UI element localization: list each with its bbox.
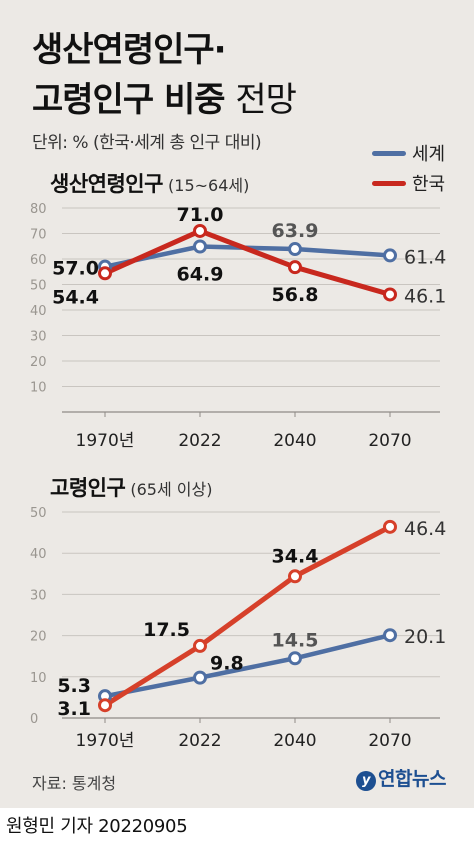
y-tick-label: 70 (30, 228, 47, 243)
series-line-world (102, 632, 393, 699)
legend-label-korea: 한국 (412, 174, 446, 195)
y-tick-label: 10 (30, 671, 47, 686)
data-label-korea: 46.1 (404, 285, 446, 307)
y-tick-label: 30 (30, 330, 47, 345)
data-point-world (193, 670, 207, 685)
data-point-world (383, 248, 397, 263)
data-label-world: 9.8 (210, 653, 244, 675)
data-point-korea (383, 287, 397, 302)
logo-text: 연합뉴스 (378, 768, 446, 790)
legend-label-world: 세계 (412, 144, 446, 165)
data-label-world: 63.9 (272, 220, 319, 242)
infographic-card: 생산연령인구· 고령인구 비중 전망 단위: % (한국·세계 총 인구 대비)… (0, 0, 474, 808)
x-tick-label: 2022 (178, 431, 221, 451)
series-line-korea (102, 228, 393, 297)
data-label-korea: 54.4 (52, 286, 99, 308)
data-point-korea (288, 569, 302, 584)
chart1-title: 생산연령인구 (15~64세) (50, 168, 249, 198)
x-tick-label: 2040 (273, 431, 316, 451)
data-point-korea (98, 698, 112, 713)
data-point-korea (98, 266, 112, 281)
chart-working-age: 10 20 30 40 50 60 70 80 1970년 2022 2040 2070 57.0 64.… (30, 202, 446, 451)
legend-swatch-korea (372, 181, 406, 186)
data-point-korea (288, 260, 302, 275)
data-label-world: 57.0 (52, 258, 99, 280)
x-tick-label: 2070 (368, 731, 411, 751)
data-label-korea: 56.8 (272, 284, 319, 306)
legend-swatch-world (372, 151, 406, 156)
data-label-world: 64.9 (177, 264, 224, 286)
x-tick-label: 2040 (273, 731, 316, 751)
chart-elderly: 0 10 20 30 40 50 1970년 2022 2040 2070 5.3 9.8 14.5 20… (30, 506, 446, 751)
title-light: 전망 (235, 80, 297, 120)
y-tick-label: 80 (30, 202, 47, 217)
data-label-korea: 3.1 (57, 698, 91, 720)
y-tick-label: 10 (30, 381, 47, 396)
chart1-title-sub: (15~64세) (168, 176, 250, 195)
page-title-line1: 생산연령인구· (32, 30, 227, 70)
data-label-korea: 17.5 (143, 619, 190, 641)
chart1-title-main: 생산연령인구 (50, 172, 163, 196)
y-tick-label: 40 (30, 304, 47, 319)
data-point-world (193, 239, 207, 254)
y-tick-label: 50 (30, 506, 47, 521)
y-tick-label: 40 (30, 547, 47, 562)
unit-note: 단위: % (한국·세계 총 인구 대비) (32, 133, 262, 153)
data-point-world (288, 651, 302, 666)
byline: 원형민 기자 20220905 (6, 816, 188, 837)
chart2-title: 고령인구 (65세 이상) (50, 472, 212, 502)
x-tick-label: 2022 (178, 731, 221, 751)
y-tick-label: 20 (30, 355, 47, 370)
data-label-korea: 46.4 (404, 518, 446, 540)
x-tick-label: 1970년 (76, 431, 135, 451)
data-label-world: 14.5 (272, 629, 319, 651)
data-point-world (383, 628, 397, 643)
logo-mark-icon: y (356, 771, 376, 791)
data-point-korea (193, 223, 207, 238)
y-tick-label: 20 (30, 630, 47, 645)
series-line-korea (102, 524, 393, 708)
news-logo: y 연합뉴스 (356, 764, 446, 791)
title-bold: 고령인구 비중 (32, 80, 226, 120)
data-label-korea: 34.4 (272, 545, 319, 567)
x-tick-label: 2070 (368, 431, 411, 451)
chart2-title-sub: (65세 이상) (130, 480, 213, 499)
page-title-line2: 고령인구 비중 전망 (32, 72, 297, 121)
x-tick-label: 1970년 (76, 731, 135, 751)
data-label-world: 61.4 (404, 246, 446, 268)
chart2-title-main: 고령인구 (50, 476, 126, 500)
y-tick-label: 50 (30, 279, 47, 294)
data-point-korea (193, 638, 207, 653)
y-tick-label: 30 (30, 588, 47, 603)
data-label-world: 20.1 (404, 626, 446, 648)
data-point-korea (383, 519, 397, 534)
data-point-world (288, 242, 302, 257)
data-label-korea: 71.0 (177, 204, 224, 226)
data-label-world: 5.3 (57, 675, 91, 697)
y-tick-label: 60 (30, 253, 47, 268)
y-tick-label: 0 (30, 712, 38, 727)
source-note: 자료: 통계청 (32, 774, 117, 793)
